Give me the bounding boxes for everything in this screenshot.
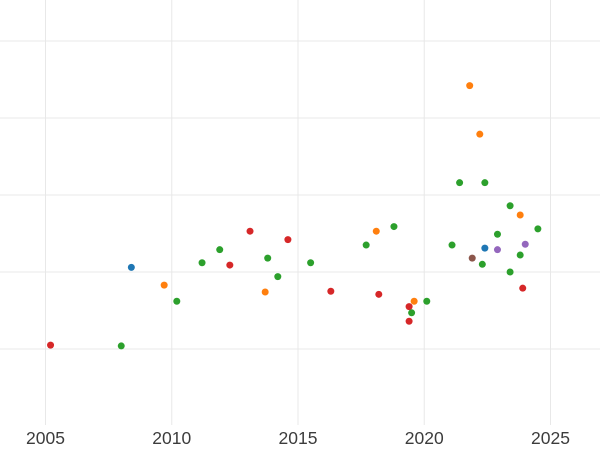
data-point-green: [307, 259, 315, 267]
data-point-orange: [160, 281, 168, 289]
data-point-orange: [261, 288, 269, 296]
data-point-red: [405, 303, 413, 311]
data-point-green: [408, 309, 416, 317]
data-point-green: [506, 268, 514, 276]
data-point-red: [375, 290, 383, 298]
data-point-green: [516, 251, 524, 259]
x-tick-label: 2010: [152, 428, 191, 448]
data-point-green: [481, 179, 489, 187]
data-point-green: [117, 342, 125, 350]
data-point-green: [362, 241, 370, 249]
data-point-green: [448, 241, 456, 249]
data-point-red: [47, 341, 55, 349]
data-point-red: [226, 261, 234, 269]
data-point-red: [405, 317, 413, 325]
data-point-green: [506, 202, 514, 210]
data-point-red: [519, 284, 527, 292]
x-tick-label: 2020: [405, 428, 444, 448]
data-point-green: [534, 225, 542, 233]
data-point-green: [456, 179, 464, 187]
data-point-green: [493, 230, 501, 238]
data-point-green: [173, 297, 181, 305]
x-tick-label: 2025: [531, 428, 570, 448]
data-point-green: [216, 246, 224, 254]
data-point-purple: [521, 240, 529, 248]
x-tick-label: 2015: [279, 428, 318, 448]
data-point-orange: [372, 227, 380, 235]
data-point-brown: [468, 254, 476, 262]
data-point-green: [264, 254, 272, 262]
data-point-orange: [476, 130, 484, 138]
data-point-green: [390, 223, 398, 231]
data-point-green: [478, 260, 486, 268]
x-tick-label: 2005: [26, 428, 65, 448]
data-point-orange: [410, 297, 418, 305]
data-point-green: [423, 297, 431, 305]
data-point-red: [327, 287, 335, 295]
data-point-purple: [493, 246, 501, 254]
data-point-blue: [481, 244, 489, 252]
data-point-orange: [466, 82, 474, 90]
data-point-orange: [516, 211, 524, 219]
data-point-green: [274, 273, 282, 281]
data-point-green: [198, 259, 206, 267]
data-point-red: [284, 236, 292, 244]
data-point-red: [246, 227, 254, 235]
data-point-blue: [127, 263, 135, 271]
